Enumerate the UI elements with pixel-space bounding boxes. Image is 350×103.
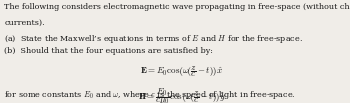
Text: currents).: currents). (4, 19, 45, 27)
Text: for some constants $E_0$ and $\omega$, where $c$ is the speed of light in free-s: for some constants $E_0$ and $\omega$, w… (4, 89, 296, 101)
Text: The following considers electromagnetic wave propagating in free-space (without : The following considers electromagnetic … (4, 3, 350, 11)
Text: $\mathbf{E} = E_0 \cos\!\left(\omega\!\left(\dfrac{z}{c}-t\right)\right)\hat{x}$: $\mathbf{E} = E_0 \cos\!\left(\omega\!\l… (140, 64, 224, 79)
Text: (a)  State the Maxwell’s equations in terms of $\mathit{E}$ and $\mathit{H}$ for: (a) State the Maxwell’s equations in ter… (4, 33, 303, 45)
Text: $\mathbf{H} = \dfrac{E_0}{c\mu_0}\cos\!\left(\omega\!\left(\dfrac{z}{c}-t\right): $\mathbf{H} = \dfrac{E_0}{c\mu_0}\cos\!\… (138, 87, 226, 103)
Text: (b)  Should that the four equations are satisfied by:: (b) Should that the four equations are s… (4, 47, 213, 55)
